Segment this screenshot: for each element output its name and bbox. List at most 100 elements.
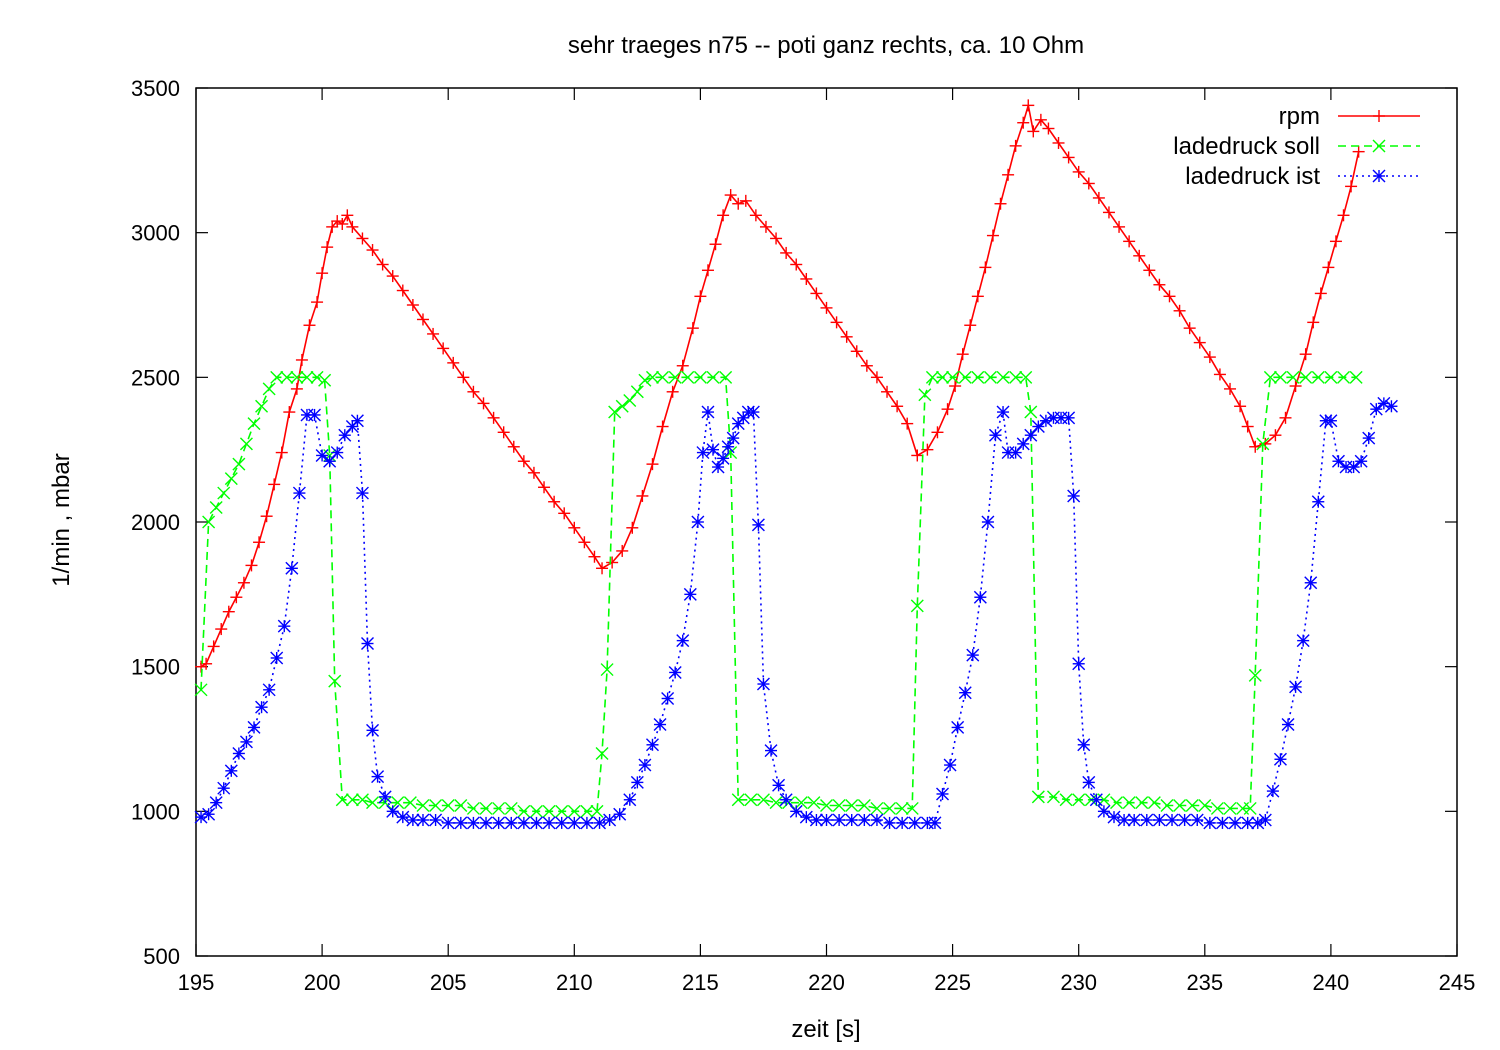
data-point-ladedruck-soll bbox=[224, 472, 238, 486]
data-point-rpm bbox=[1163, 290, 1176, 303]
data-point-ladedruck-soll bbox=[280, 370, 294, 384]
data-point-rpm bbox=[840, 330, 853, 343]
data-point-rpm bbox=[949, 380, 962, 393]
data-point-rpm bbox=[717, 209, 730, 222]
data-point-ladedruck-soll bbox=[1185, 799, 1199, 813]
data-point-ladedruck-soll bbox=[328, 674, 342, 688]
data-point-rpm bbox=[1183, 322, 1196, 335]
data-point-ladedruck-ist bbox=[1082, 775, 1096, 789]
x-tick-label: 195 bbox=[178, 970, 215, 995]
data-point-ladedruck-ist bbox=[779, 793, 793, 807]
data-point-ladedruck-soll bbox=[1110, 796, 1124, 810]
data-point-ladedruck-ist bbox=[247, 720, 261, 734]
data-point-ladedruck-soll bbox=[1337, 370, 1351, 384]
data-point-ladedruck-ist bbox=[603, 813, 617, 827]
data-point-ladedruck-ist bbox=[756, 677, 770, 691]
data-point-ladedruck-soll bbox=[366, 796, 380, 810]
data-point-rpm bbox=[558, 507, 571, 520]
data-point-ladedruck-ist bbox=[1228, 816, 1242, 830]
data-point-ladedruck-soll bbox=[925, 370, 939, 384]
data-point-rpm bbox=[901, 417, 914, 430]
data-point-rpm bbox=[986, 229, 999, 242]
data-point-rpm bbox=[1082, 177, 1095, 190]
data-point-ladedruck-soll bbox=[1024, 405, 1038, 419]
data-point-rpm bbox=[497, 426, 510, 439]
data-point-rpm bbox=[548, 495, 561, 508]
data-point-ladedruck-ist bbox=[638, 758, 652, 772]
data-point-ladedruck-ist bbox=[1072, 657, 1086, 671]
data-point-ladedruck-ist bbox=[1296, 634, 1310, 648]
data-point-ladedruck-soll bbox=[529, 804, 543, 818]
data-point-rpm bbox=[770, 232, 783, 245]
data-point-rpm bbox=[1352, 145, 1365, 158]
data-point-rpm bbox=[1259, 437, 1272, 450]
data-point-ladedruck-soll bbox=[255, 399, 269, 413]
data-point-rpm bbox=[780, 246, 793, 259]
data-point-ladedruck-soll bbox=[883, 801, 897, 815]
data-point-ladedruck-ist bbox=[809, 813, 823, 827]
data-point-rpm bbox=[964, 319, 977, 332]
data-point-rpm bbox=[1123, 235, 1136, 248]
legend-label-ladedruck-ist: ladedruck ist bbox=[1185, 163, 1320, 190]
data-point-ladedruck-ist bbox=[623, 793, 637, 807]
data-point-rpm bbox=[1009, 139, 1022, 152]
data-point-ladedruck-soll bbox=[936, 370, 950, 384]
chart-title: sehr traeges n75 -- poti ganz rechts, ca… bbox=[568, 32, 1084, 59]
data-point-ladedruck-ist bbox=[361, 637, 374, 651]
data-point-ladedruck-ist bbox=[630, 775, 644, 789]
data-point-ladedruck-ist bbox=[517, 816, 531, 830]
data-point-ladedruck-soll bbox=[492, 801, 506, 815]
data-point-ladedruck-soll bbox=[504, 801, 518, 815]
data-point-ladedruck-ist bbox=[202, 807, 216, 821]
data-point-rpm bbox=[759, 220, 772, 233]
data-point-ladedruck-soll bbox=[1009, 370, 1023, 384]
data-point-ladedruck-soll bbox=[731, 793, 745, 807]
data-point-ladedruck-soll bbox=[615, 399, 629, 413]
data-point-rpm bbox=[1052, 136, 1065, 149]
data-point-ladedruck-soll bbox=[1243, 801, 1257, 815]
data-point-rpm bbox=[911, 449, 924, 462]
data-point-rpm bbox=[477, 397, 490, 410]
data-point-ladedruck-ist bbox=[772, 778, 786, 792]
data-point-rpm bbox=[1269, 429, 1282, 442]
data-point-ladedruck-soll bbox=[857, 799, 871, 813]
data-point-ladedruck-ist bbox=[262, 683, 276, 697]
data-point-ladedruck-soll bbox=[1147, 796, 1161, 810]
data-point-ladedruck-soll bbox=[1198, 799, 1212, 813]
data-point-ladedruck-ist bbox=[224, 764, 238, 778]
data-point-ladedruck-ist bbox=[1203, 816, 1217, 830]
data-point-rpm bbox=[295, 353, 308, 366]
data-point-ladedruck-soll bbox=[1286, 370, 1300, 384]
data-point-rpm bbox=[1153, 278, 1166, 291]
data-point-rpm bbox=[891, 400, 904, 413]
data-point-rpm bbox=[260, 510, 273, 523]
data-point-ladedruck-ist bbox=[958, 686, 972, 700]
data-point-ladedruck-ist bbox=[701, 405, 715, 419]
data-point-rpm bbox=[290, 382, 303, 395]
data-point-ladedruck-ist bbox=[951, 720, 965, 734]
data-point-ladedruck-ist bbox=[1266, 784, 1280, 798]
data-point-ladedruck-ist bbox=[751, 518, 765, 532]
data-point-ladedruck-ist bbox=[895, 816, 909, 830]
data-point-ladedruck-soll bbox=[217, 486, 231, 500]
data-point-ladedruck-ist bbox=[943, 758, 957, 772]
data-point-ladedruck-soll bbox=[744, 793, 758, 807]
data-point-rpm bbox=[1337, 209, 1350, 222]
data-point-rpm bbox=[606, 556, 619, 569]
data-point-ladedruck-soll bbox=[1263, 370, 1277, 384]
data-point-rpm bbox=[850, 345, 863, 358]
data-point-rpm bbox=[1113, 220, 1126, 233]
data-point-ladedruck-ist bbox=[883, 816, 897, 830]
data-point-ladedruck-soll bbox=[769, 796, 783, 810]
legend-marker-ladedruck-soll bbox=[1372, 139, 1386, 153]
data-point-ladedruck-soll bbox=[608, 405, 622, 419]
data-point-rpm bbox=[1092, 191, 1105, 204]
data-point-rpm bbox=[1322, 261, 1335, 274]
data-point-ladedruck-ist bbox=[1304, 576, 1318, 590]
data-point-ladedruck-ist bbox=[820, 813, 833, 827]
data-point-ladedruck-ist bbox=[988, 428, 1002, 442]
data-point-rpm bbox=[1289, 380, 1302, 393]
legend-label-ladedruck-soll: ladedruck soll bbox=[1173, 133, 1320, 160]
data-point-ladedruck-ist bbox=[1369, 402, 1383, 416]
data-point-ladedruck-ist bbox=[593, 816, 607, 830]
